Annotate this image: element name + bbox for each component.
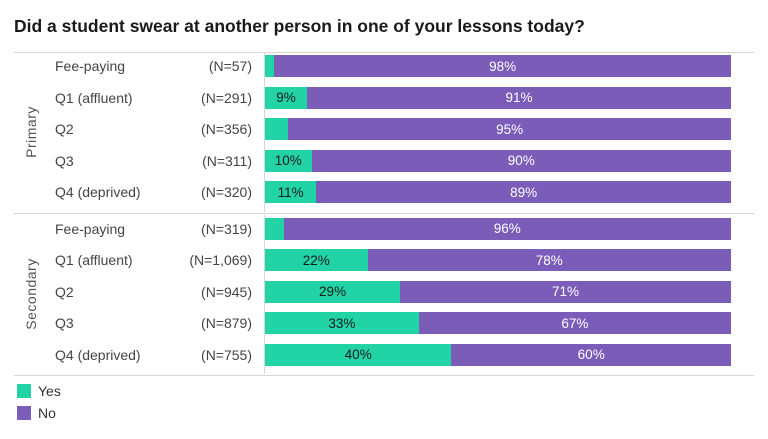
row-label: Q1 (affluent) xyxy=(55,89,133,106)
bar-segment-yes: 10% xyxy=(265,149,312,172)
bar-segment-yes: 9% xyxy=(265,86,307,109)
bar-segment-yes: 11% xyxy=(265,181,317,203)
row-label: Fee-paying xyxy=(55,220,126,237)
row-sample-size: (N=1,069) xyxy=(189,252,252,268)
bar-segment-no: 96% xyxy=(283,217,731,240)
legend-swatch-no xyxy=(17,406,31,420)
stacked-bar: 22% 78% xyxy=(265,249,731,271)
bar-segment-yes: 40% xyxy=(265,343,452,366)
legend-label: Yes xyxy=(38,383,61,399)
row-sample-size: (N=356) xyxy=(201,121,252,137)
bar-segment-yes xyxy=(265,55,275,77)
bar-segment-no: 95% xyxy=(288,118,731,140)
stacked-bar: 98% xyxy=(265,55,731,77)
row-sample-size: (N=879) xyxy=(201,315,252,331)
stacked-bar: 96% xyxy=(265,217,731,240)
legend-label: No xyxy=(38,405,56,421)
row-label: Q2 xyxy=(55,283,74,300)
row-sample-size: (N=945) xyxy=(201,283,252,300)
stacked-bar: 29% 71% xyxy=(265,280,731,303)
row-label: Q3 xyxy=(55,152,74,169)
row-sample-size: (N=291) xyxy=(201,89,252,106)
bar-segment-no: 98% xyxy=(274,55,731,77)
bar-segment-no: 78% xyxy=(367,249,731,271)
row-label: Q3 xyxy=(55,315,74,331)
top-divider xyxy=(14,52,754,53)
group-label-primary: Primary xyxy=(23,105,39,158)
bar-segment-yes xyxy=(265,118,289,140)
row-label: Q4 (deprived) xyxy=(55,184,141,200)
row-sample-size: (N=320) xyxy=(201,184,252,200)
bar-segment-yes: 29% xyxy=(265,280,401,303)
row-label: Q4 (deprived) xyxy=(55,346,141,363)
axis-line xyxy=(264,52,265,212)
stacked-bar: 40% 60% xyxy=(265,343,731,366)
row-sample-size: (N=311) xyxy=(202,152,252,169)
legend: Yes No xyxy=(17,380,61,424)
row-label: Fee-paying xyxy=(55,58,126,74)
group-label-secondary: Secondary xyxy=(23,258,39,330)
chart-title: Did a student swear at another person in… xyxy=(14,16,585,36)
row-label: Q1 (affluent) xyxy=(55,252,133,268)
row-sample-size: (N=755) xyxy=(201,346,252,363)
bottom-divider xyxy=(14,375,754,376)
stacked-bar: 10% 90% xyxy=(265,149,731,172)
stacked-bar: 11% 89% xyxy=(265,181,731,203)
bar-segment-no: 90% xyxy=(311,149,731,172)
bar-segment-no: 89% xyxy=(316,181,731,203)
bar-segment-yes xyxy=(265,217,284,240)
bar-segment-no: 71% xyxy=(400,280,731,303)
bar-segment-no: 67% xyxy=(418,312,731,334)
axis-line xyxy=(264,214,265,374)
bar-segment-no: 60% xyxy=(451,343,731,366)
legend-item-no: No xyxy=(17,402,61,424)
row-sample-size: (N=319) xyxy=(201,220,252,237)
stacked-bar: 95% xyxy=(265,118,731,140)
stacked-bar: 9% 91% xyxy=(265,86,731,109)
legend-swatch-yes xyxy=(17,384,31,398)
group-divider xyxy=(14,212,754,214)
bar-segment-yes: 22% xyxy=(265,249,368,271)
legend-item-yes: Yes xyxy=(17,380,61,402)
stacked-bar: 33% 67% xyxy=(265,312,731,334)
row-sample-size: (N=57) xyxy=(208,58,252,74)
row-label: Q2 xyxy=(55,121,74,137)
bar-segment-yes: 33% xyxy=(265,312,419,334)
bar-segment-no: 91% xyxy=(306,86,731,109)
